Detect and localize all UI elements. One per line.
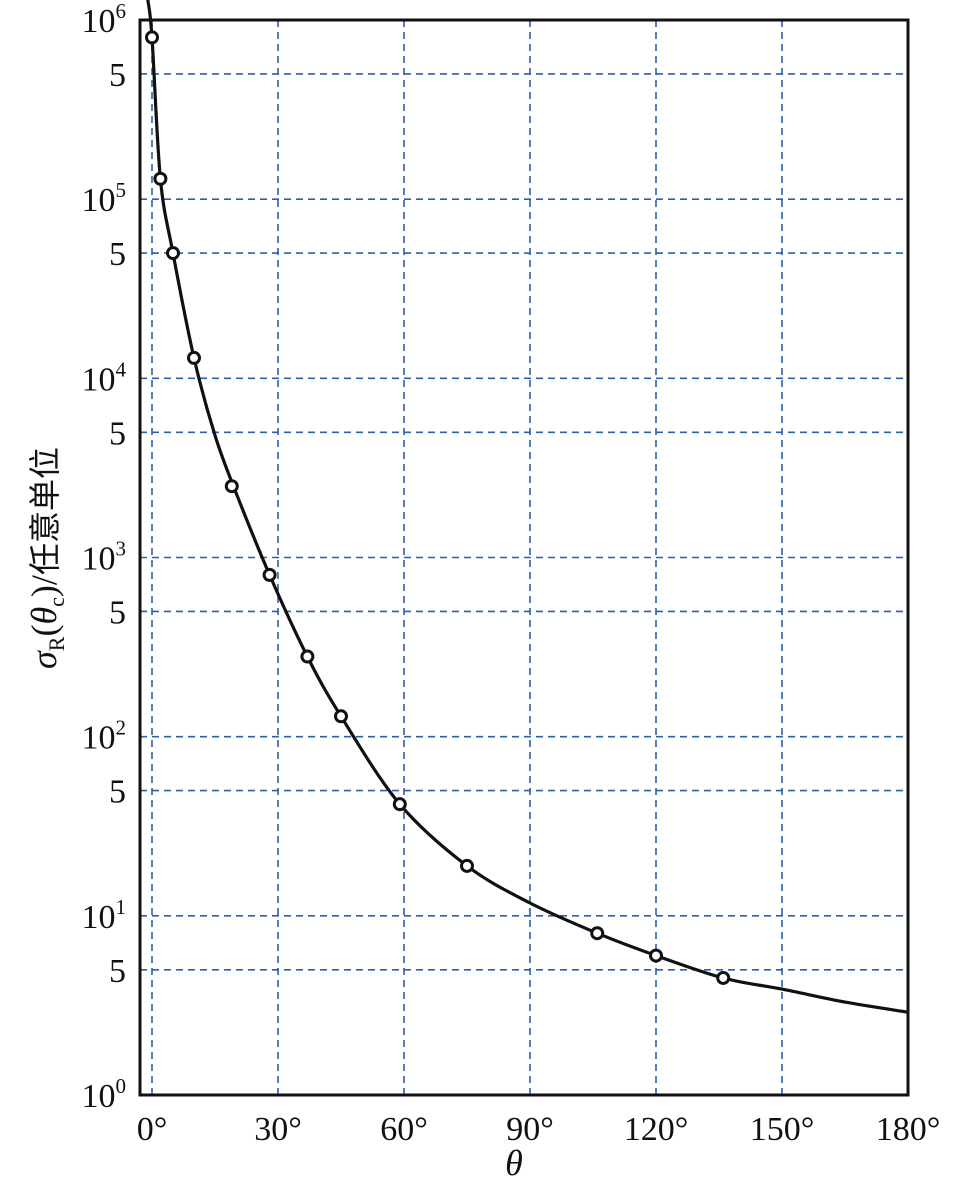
y-axis-title: σR(θc)/任意单位	[24, 447, 69, 669]
y-tick-label: 5	[109, 774, 126, 811]
x-tick-labels: 0° 30° 60° 90° 120° 150° 180°	[137, 1111, 941, 1148]
y-axis-title-slash: /	[24, 575, 64, 585]
y-tick-label: 5	[109, 594, 126, 631]
y-axis-title-theta: θ	[24, 607, 64, 625]
data-point	[392, 797, 407, 812]
x-tick-label: 30°	[254, 1111, 302, 1148]
data-point	[262, 567, 277, 582]
data-point	[300, 649, 315, 664]
data-point	[590, 926, 605, 941]
y-axis-title-sub-r: R	[44, 636, 69, 651]
y-tick-label: 101	[82, 895, 127, 936]
y-tick-label: 102	[82, 716, 127, 757]
y-tick-label: 5	[109, 415, 126, 452]
grid-lines	[140, 20, 908, 1095]
data-point	[649, 948, 663, 963]
x-tick-label: 0°	[137, 1111, 168, 1148]
y-tick-label: 104	[82, 357, 127, 398]
x-axis-title: θ	[505, 1143, 523, 1183]
x-tick-label: 90°	[506, 1111, 554, 1148]
data-point	[187, 350, 201, 365]
x-tick-label: 120°	[624, 1111, 689, 1148]
y-tick-label: 106	[82, 0, 127, 40]
data-point	[334, 709, 348, 724]
x-tick-label: 180°	[876, 1111, 941, 1148]
y-tick-label: 5	[109, 57, 126, 94]
y-axis-title-sub-c: c	[44, 597, 69, 607]
y-tick-label: 5	[109, 236, 126, 273]
x-tick-label: 60°	[380, 1111, 428, 1148]
y-axis-title-sigma: σ	[24, 650, 64, 669]
data-point	[224, 479, 239, 494]
plot-frame	[138, 18, 910, 1097]
data-point	[145, 30, 159, 45]
y-axis-title-unit: 任意单位	[26, 447, 64, 575]
y-axis-title-open-paren: (	[24, 625, 64, 637]
y-tick-label: 105	[82, 178, 127, 219]
y-tick-labels: 100 5 101 5 102 5 103 5 104 5 105 5 106	[82, 0, 127, 1115]
y-axis-title-close-paren: )	[24, 585, 64, 597]
y-tick-label: 103	[82, 537, 127, 578]
data-point	[166, 246, 180, 261]
data-point	[716, 970, 731, 985]
y-tick-label: 5	[109, 953, 126, 990]
y-tick-label: 100	[82, 1074, 127, 1115]
data-point	[460, 858, 474, 873]
data-points	[145, 30, 731, 985]
data-point	[153, 171, 168, 186]
x-tick-label: 150°	[750, 1111, 815, 1148]
